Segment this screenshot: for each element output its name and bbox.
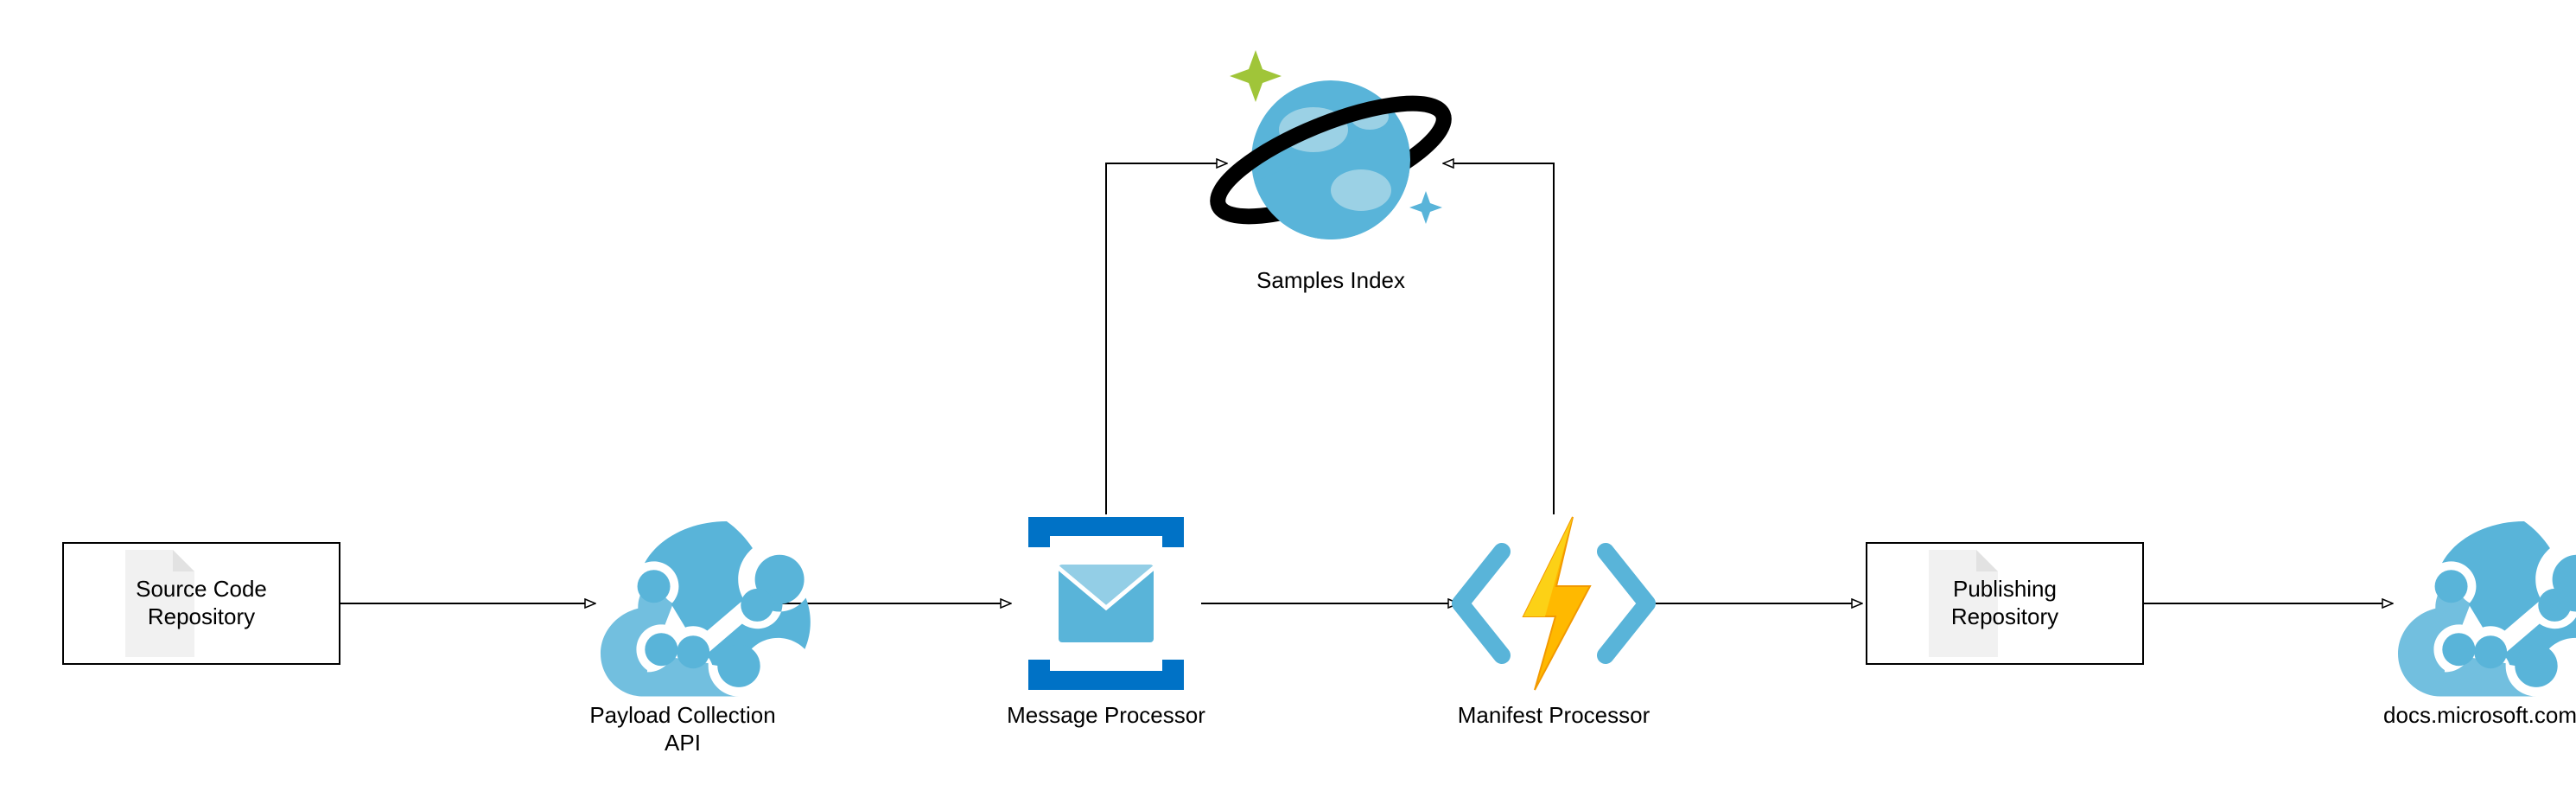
architecture-diagram: Source Code Repository Payload Collectio… xyxy=(0,0,2576,785)
node-docs-microsoft-com: docs.microsoft.com xyxy=(2383,521,2576,728)
azure-function-icon xyxy=(1460,517,1647,690)
api-management-icon xyxy=(601,521,811,697)
samples-index-label: Samples Index xyxy=(1256,267,1405,293)
payload-api-label-2: API xyxy=(665,730,701,756)
edge-manifest-to-samples xyxy=(1443,163,1554,514)
publishing-repo-label-2: Repository xyxy=(1951,603,2058,629)
service-bus-icon xyxy=(1028,517,1184,690)
source-repo-label-2: Repository xyxy=(148,603,255,629)
payload-api-label-1: Payload Collection xyxy=(589,702,775,728)
manifest-proc-label: Manifest Processor xyxy=(1458,702,1651,728)
source-repo-label-1: Source Code xyxy=(136,576,267,602)
node-message-processor: Message Processor xyxy=(1007,517,1205,728)
cosmos-planet-icon xyxy=(1205,50,1456,239)
node-payload-collection-api: Payload Collection API xyxy=(589,521,810,756)
docs-ms-label: docs.microsoft.com xyxy=(2383,702,2576,728)
node-manifest-processor: Manifest Processor xyxy=(1458,517,1651,728)
node-samples-index: Samples Index xyxy=(1205,50,1456,293)
message-proc-label: Message Processor xyxy=(1007,702,1205,728)
node-source-code-repository: Source Code Repository xyxy=(63,543,340,664)
publishing-repo-label-1: Publishing xyxy=(1953,576,2057,602)
node-publishing-repository: Publishing Repository xyxy=(1867,543,2143,664)
edge-message-to-samples xyxy=(1106,163,1227,514)
api-management-icon xyxy=(2398,521,2576,697)
